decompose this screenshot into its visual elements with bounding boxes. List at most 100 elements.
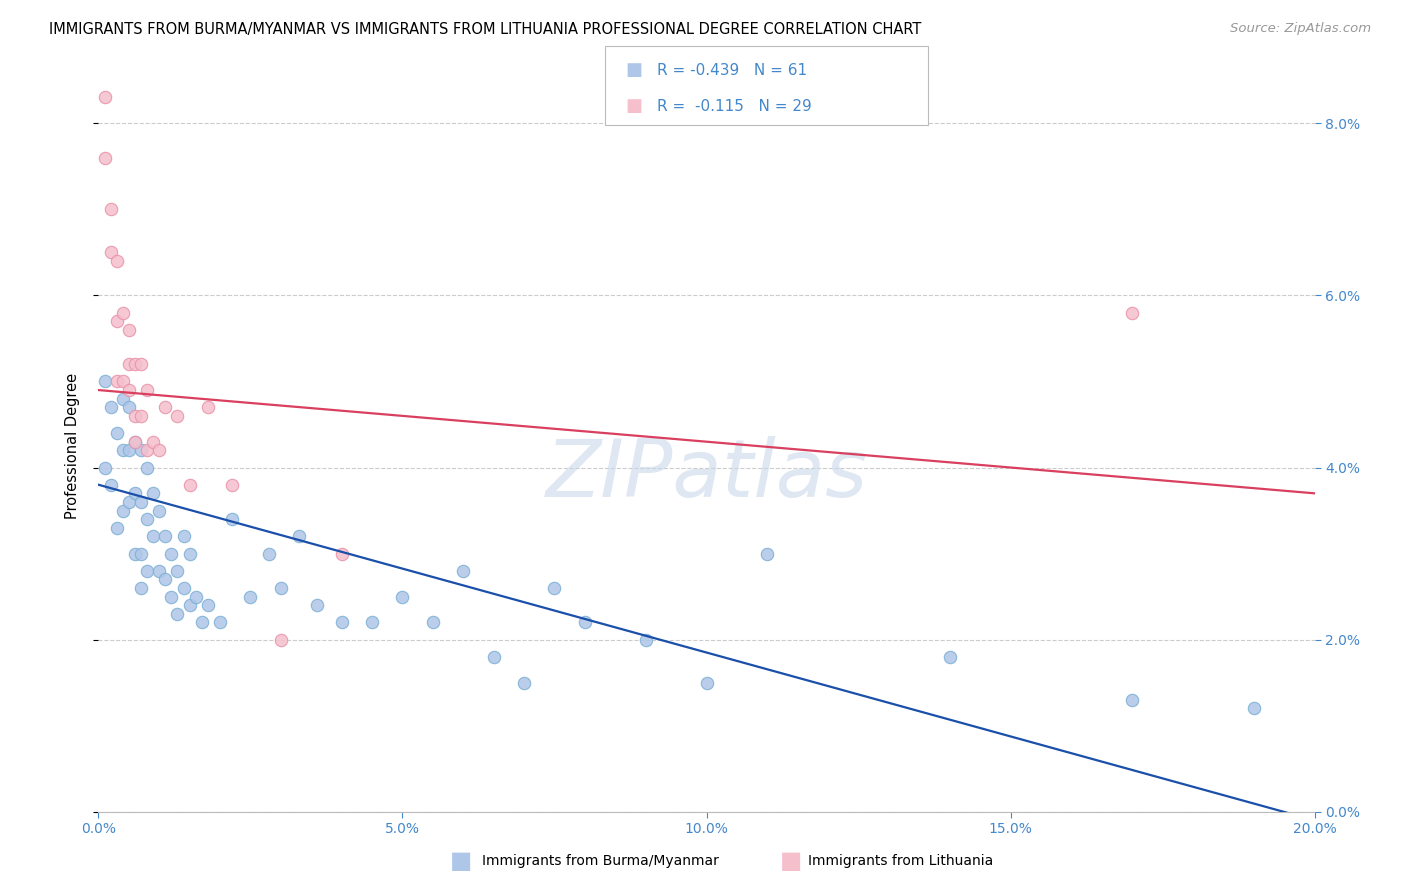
Point [391, 590, 413, 604]
Point [124, 357, 146, 371]
Point [111, 392, 134, 406]
Point [93, 151, 115, 165]
Point [124, 486, 146, 500]
Point [160, 547, 183, 561]
Point [270, 581, 292, 595]
Point [124, 409, 146, 423]
Point [105, 426, 128, 441]
Point [173, 581, 195, 595]
Point [574, 615, 596, 630]
Point [136, 383, 159, 397]
Point [482, 649, 505, 664]
Point [1243, 701, 1265, 715]
Point [136, 443, 159, 458]
Point [239, 590, 262, 604]
Point [179, 598, 201, 612]
Text: Source: ZipAtlas.com: Source: ZipAtlas.com [1230, 22, 1371, 36]
Point [142, 529, 165, 543]
Text: ■: ■ [626, 97, 643, 115]
Point [129, 581, 152, 595]
Point [100, 401, 122, 415]
Point [129, 547, 152, 561]
Point [939, 649, 962, 664]
Text: Immigrants from Burma/Myanmar: Immigrants from Burma/Myanmar [482, 854, 718, 868]
Text: Immigrants from Lithuania: Immigrants from Lithuania [808, 854, 994, 868]
Point [191, 615, 214, 630]
Point [129, 495, 152, 509]
Point [197, 401, 219, 415]
Point [124, 547, 146, 561]
Point [160, 590, 183, 604]
Point [543, 581, 565, 595]
Point [155, 529, 177, 543]
Point [136, 460, 159, 475]
Point [105, 254, 128, 268]
Point [453, 564, 475, 578]
Point [118, 401, 141, 415]
Point [100, 245, 122, 260]
Point [1121, 305, 1143, 319]
Point [100, 477, 122, 491]
Point [93, 90, 115, 104]
Point [118, 323, 141, 337]
Point [155, 401, 177, 415]
Point [124, 434, 146, 449]
Point [142, 486, 165, 500]
Y-axis label: Professional Degree: Professional Degree [65, 373, 80, 519]
Point [696, 675, 718, 690]
Point [100, 202, 122, 217]
Point [756, 547, 779, 561]
Point [209, 615, 232, 630]
Point [136, 564, 159, 578]
Point [179, 547, 201, 561]
Point [142, 434, 165, 449]
Point [118, 357, 141, 371]
Point [361, 615, 384, 630]
Point [634, 632, 657, 647]
Text: IMMIGRANTS FROM BURMA/MYANMAR VS IMMIGRANTS FROM LITHUANIA PROFESSIONAL DEGREE C: IMMIGRANTS FROM BURMA/MYANMAR VS IMMIGRA… [49, 22, 921, 37]
Point [118, 443, 141, 458]
Point [129, 357, 152, 371]
Point [330, 615, 353, 630]
Text: ■: ■ [780, 849, 803, 872]
Point [166, 409, 188, 423]
Point [105, 314, 128, 328]
Text: ■: ■ [450, 849, 472, 872]
Point [166, 564, 188, 578]
Point [93, 460, 115, 475]
Point [257, 547, 280, 561]
Point [111, 305, 134, 319]
Point [155, 573, 177, 587]
Point [111, 443, 134, 458]
Point [513, 675, 536, 690]
Point [270, 632, 292, 647]
Point [179, 477, 201, 491]
Text: ■: ■ [626, 62, 643, 79]
Text: R = -0.439   N = 61: R = -0.439 N = 61 [657, 63, 807, 78]
Point [136, 512, 159, 526]
Point [118, 383, 141, 397]
Point [422, 615, 444, 630]
Point [1121, 693, 1143, 707]
Point [221, 477, 243, 491]
Point [288, 529, 311, 543]
Point [221, 512, 243, 526]
Point [124, 434, 146, 449]
Point [330, 547, 353, 561]
Point [166, 607, 188, 621]
Text: ZIPatlas: ZIPatlas [546, 436, 868, 515]
Point [129, 443, 152, 458]
Point [184, 590, 207, 604]
Point [118, 495, 141, 509]
Point [148, 564, 170, 578]
Point [148, 443, 170, 458]
Point [129, 409, 152, 423]
Point [148, 503, 170, 517]
Point [105, 375, 128, 389]
Point [105, 521, 128, 535]
Point [307, 598, 329, 612]
Text: R =  -0.115   N = 29: R = -0.115 N = 29 [657, 99, 811, 113]
Point [111, 375, 134, 389]
Point [173, 529, 195, 543]
Point [197, 598, 219, 612]
